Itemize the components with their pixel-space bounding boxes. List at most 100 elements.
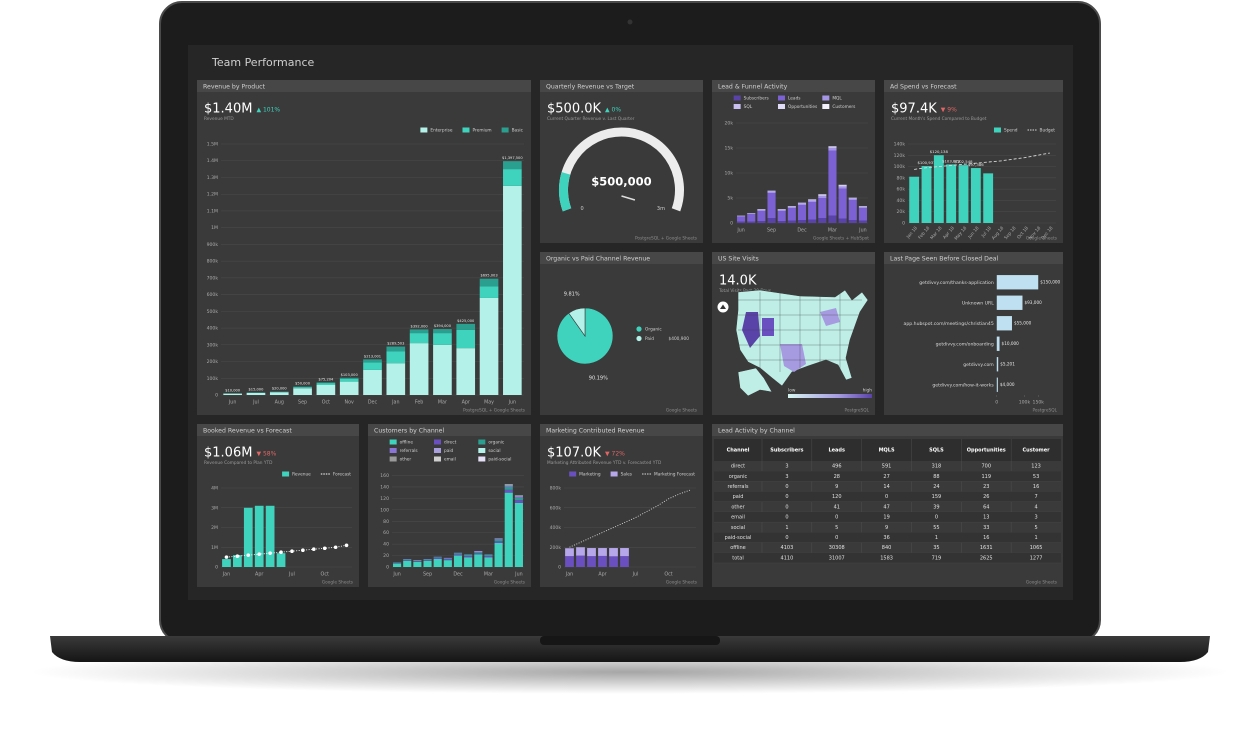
legend-label: Enterprise xyxy=(430,128,452,134)
y-tick-label: 40 xyxy=(383,542,389,548)
source-note: Google Sheets xyxy=(1026,580,1058,586)
data-label: $425,000 xyxy=(457,319,475,323)
bar xyxy=(576,555,585,567)
bar xyxy=(393,563,402,567)
bar xyxy=(443,558,452,559)
table-cell: 9 xyxy=(885,525,888,531)
table-cell: 36 xyxy=(883,535,889,541)
x-tick-label: Jun xyxy=(514,572,523,578)
y-tick-label: 100 xyxy=(380,507,389,513)
legend-label: Marketing xyxy=(579,472,601,478)
bar xyxy=(858,207,867,208)
bar xyxy=(494,538,503,539)
panel-title: Organic vs Paid Channel Revenue xyxy=(546,256,650,263)
bar xyxy=(433,344,452,395)
bar xyxy=(818,195,827,196)
bar xyxy=(514,496,523,498)
bar xyxy=(494,538,503,540)
bar xyxy=(293,388,312,395)
table-cell: 1 xyxy=(1034,535,1037,541)
table-cell: 55 xyxy=(933,525,939,531)
bar xyxy=(828,147,837,148)
x-tick-label: Mar xyxy=(484,572,493,578)
bar xyxy=(456,323,476,330)
bar xyxy=(787,207,796,208)
panel-title: Lead Activity by Channel xyxy=(718,428,795,435)
bar xyxy=(269,391,289,393)
legend-label: Leads xyxy=(788,96,801,102)
table-header: Leads xyxy=(828,448,845,454)
table-cell: 88 xyxy=(933,474,939,480)
bar xyxy=(514,500,523,503)
legend-label: offline xyxy=(400,440,414,446)
legend-label: Subscribers xyxy=(744,96,770,102)
x-tick-label: Dec xyxy=(368,400,378,406)
legend-label: Paid xyxy=(645,336,654,342)
bar xyxy=(479,278,499,287)
line-marker xyxy=(344,543,349,548)
bar xyxy=(223,393,242,395)
kpi-value: $1.06M xyxy=(204,446,252,461)
y-tick-label: 0 xyxy=(215,393,218,399)
legend-swatch xyxy=(478,456,486,462)
data-label: $213,001 xyxy=(364,354,381,358)
y-tick-label: 300k xyxy=(207,342,219,348)
bar xyxy=(293,387,312,389)
bar xyxy=(403,559,412,561)
x-tick-label: Jul xyxy=(288,572,295,578)
line-marker xyxy=(268,551,272,555)
bar xyxy=(363,359,382,363)
table-cell: 840 xyxy=(882,545,892,551)
table-cell: 0 xyxy=(935,515,938,521)
table-cell: paid xyxy=(733,494,744,500)
gauge-label: $500,000 xyxy=(591,175,651,189)
legend-swatch xyxy=(822,95,830,101)
kpi-change: ▼ 9% xyxy=(941,107,957,114)
bar xyxy=(996,377,998,392)
legend-swatch xyxy=(777,95,785,101)
table-cell: 3 xyxy=(785,474,788,480)
x-tick-label: 0 xyxy=(995,400,998,406)
bar xyxy=(453,554,463,556)
legend-label: other xyxy=(400,457,412,463)
table-cell: 23 xyxy=(983,484,989,490)
bar xyxy=(474,551,483,553)
table-cell: 3 xyxy=(1034,515,1037,521)
bar xyxy=(413,560,422,562)
line-marker xyxy=(257,552,262,556)
legend-swatch xyxy=(433,456,441,462)
bar xyxy=(413,561,422,567)
y-tick-label: 1.4M xyxy=(207,158,218,164)
bar xyxy=(386,363,406,395)
pie-slice xyxy=(568,307,586,337)
map-legend-bar xyxy=(788,394,872,398)
bar xyxy=(808,199,817,201)
table-cell: 318 xyxy=(932,464,942,470)
legend-swatch xyxy=(993,127,1001,133)
x-tick-label: Jan xyxy=(391,400,399,406)
y-tick-label: 700k xyxy=(207,275,219,281)
bar xyxy=(514,497,523,501)
y-tick-label: 1M xyxy=(211,225,218,231)
legend-label: Forecast xyxy=(333,472,351,478)
x-tick-label: Jun xyxy=(392,572,401,578)
y-tick-label: 100k xyxy=(207,376,219,382)
bar xyxy=(576,547,585,556)
bar xyxy=(565,548,574,557)
legend-swatch xyxy=(389,456,397,462)
y-tick-label: 400k xyxy=(550,525,562,531)
kpi-subtitle: Revenue MTD xyxy=(204,116,234,122)
panel-title: Quarterly Revenue vs Target xyxy=(546,84,635,91)
bar xyxy=(858,208,867,221)
x-tick-label: Feb xyxy=(415,400,424,406)
legend-swatch xyxy=(733,95,741,101)
table-header: Customer xyxy=(1023,448,1051,454)
bar xyxy=(609,556,618,567)
bar xyxy=(757,221,766,223)
table-cell: 30308 xyxy=(829,545,845,551)
bar xyxy=(828,215,837,223)
table-cell: email xyxy=(731,515,745,521)
y-tick-label: 80 xyxy=(383,519,389,525)
y-tick-label: 160 xyxy=(380,473,389,479)
bar xyxy=(777,211,786,221)
